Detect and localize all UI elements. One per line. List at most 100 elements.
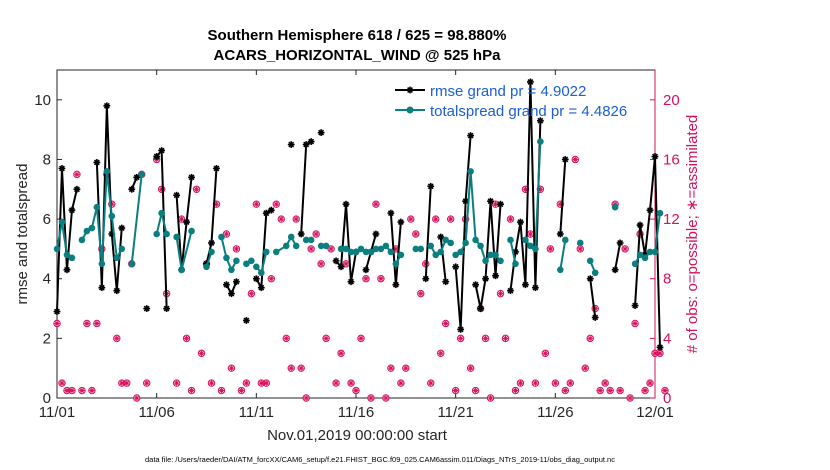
obs-assimilated-marker — [74, 171, 80, 177]
obs-possible-marker — [317, 260, 325, 268]
rmse-point — [437, 233, 445, 241]
rmse-point — [63, 266, 71, 274]
obs-possible-marker — [93, 319, 101, 328]
obs-possible-marker — [442, 319, 450, 328]
spread-point — [88, 224, 96, 232]
obs-assimilated-marker — [642, 387, 648, 394]
rmse-point — [561, 156, 569, 163]
y-tick-label-right: 0 — [663, 390, 671, 407]
obs-assimilated-marker — [368, 395, 374, 401]
obs-possible-marker — [88, 386, 96, 395]
obs-possible-marker — [466, 364, 475, 372]
y-tick-label-right: 4 — [663, 330, 671, 347]
obs-possible-marker — [412, 230, 420, 238]
rmse-point — [133, 173, 141, 181]
spread-point — [128, 260, 136, 268]
spread-point — [611, 203, 619, 211]
spread-point — [272, 248, 280, 256]
rmse-point — [556, 230, 564, 238]
rmse-point — [307, 138, 315, 145]
spread-point — [427, 242, 435, 250]
axes: 11/01 11/06 11/11 11/16 11/21 11/26 12/0102468… — [34, 70, 680, 421]
obs-possible-marker — [382, 394, 390, 402]
x-tick-label: 11/26 — [537, 404, 573, 421]
obs-possible-marker — [267, 275, 275, 283]
spread-point — [178, 266, 185, 274]
y-tick-label-right: 8 — [663, 271, 671, 288]
obs-possible-marker — [451, 386, 460, 395]
obs-possible-marker — [73, 170, 81, 179]
rmse-point — [208, 239, 215, 247]
rmse-point — [103, 102, 111, 110]
y-tick-label: 4 — [43, 271, 51, 288]
spread-point — [417, 245, 425, 253]
spread-point — [472, 236, 479, 244]
spread-point — [591, 269, 599, 277]
obs-assimilated-marker — [517, 380, 524, 386]
rmse-point — [422, 275, 430, 283]
obs-possible-marker — [332, 379, 340, 387]
obs-assimilated-marker — [358, 335, 364, 341]
rmse-point — [536, 117, 544, 125]
obs-possible-marker — [287, 364, 295, 372]
spread-line — [509, 239, 517, 265]
y-tick-label: 10 — [34, 92, 51, 109]
rmse-point — [143, 305, 151, 312]
rmse-point — [522, 281, 529, 289]
rmse-point — [442, 278, 450, 286]
obs-possible-marker — [486, 394, 495, 402]
rmse-point — [297, 230, 305, 238]
spread-point — [477, 242, 484, 250]
spread-point — [377, 245, 385, 253]
spread-point — [586, 257, 594, 265]
rmse-point — [118, 224, 126, 232]
spread-point — [382, 242, 390, 250]
rmse-point — [73, 185, 81, 193]
obs-possible-marker — [417, 289, 425, 298]
rmse-point — [98, 284, 106, 292]
obs-possible-marker — [53, 319, 61, 328]
spread-point — [78, 236, 86, 244]
obs-assimilated-marker — [378, 276, 384, 282]
obs-possible-marker — [496, 289, 505, 298]
obs-possible-marker — [237, 386, 246, 395]
y-tick-label: 2 — [43, 330, 51, 347]
spread-point — [527, 242, 534, 250]
rmse-point — [163, 305, 171, 312]
obs-possible-marker — [432, 215, 440, 223]
spread-point — [457, 248, 464, 256]
spread-point — [636, 251, 644, 259]
rmse-line — [439, 236, 447, 282]
rmse-point — [337, 263, 345, 271]
rmse-point — [497, 200, 504, 208]
spread-point — [93, 203, 101, 211]
obs-assimilated-marker — [413, 231, 419, 237]
spread-point — [317, 242, 325, 250]
obs-assimilated-marker — [622, 246, 628, 252]
spread-point — [163, 230, 170, 238]
obs-assimilated-marker — [438, 350, 444, 356]
rmse-point — [342, 200, 350, 208]
spread-point — [487, 251, 494, 259]
rmse-line — [634, 156, 661, 348]
obs-assimilated-marker — [408, 216, 414, 222]
legend-rmse-label: rmse grand pr = 4.9022 — [430, 83, 586, 100]
obs-assimilated-marker — [253, 201, 259, 207]
obs-assimilated-marker — [228, 365, 235, 371]
rmse-point — [242, 317, 250, 324]
y-tick-label: 8 — [43, 151, 51, 168]
obs-possible-marker — [556, 200, 565, 208]
spread-point — [258, 269, 265, 277]
spread-point — [233, 257, 240, 265]
obs-possible-marker — [113, 334, 121, 343]
y-tick-label-right: 12 — [663, 211, 680, 228]
obs-possible-marker — [322, 334, 330, 343]
obs-assimilated-marker — [198, 350, 205, 356]
y-tick-label-right: 16 — [663, 151, 680, 168]
x-tick-label: 11/16 — [338, 404, 374, 421]
rmse-point — [252, 275, 260, 283]
obs-possible-marker — [307, 245, 315, 253]
spread-line — [559, 239, 567, 270]
rmse-point — [128, 185, 136, 193]
legend: rmse grand pr = 4.9022 totalspread grand… — [395, 83, 627, 120]
